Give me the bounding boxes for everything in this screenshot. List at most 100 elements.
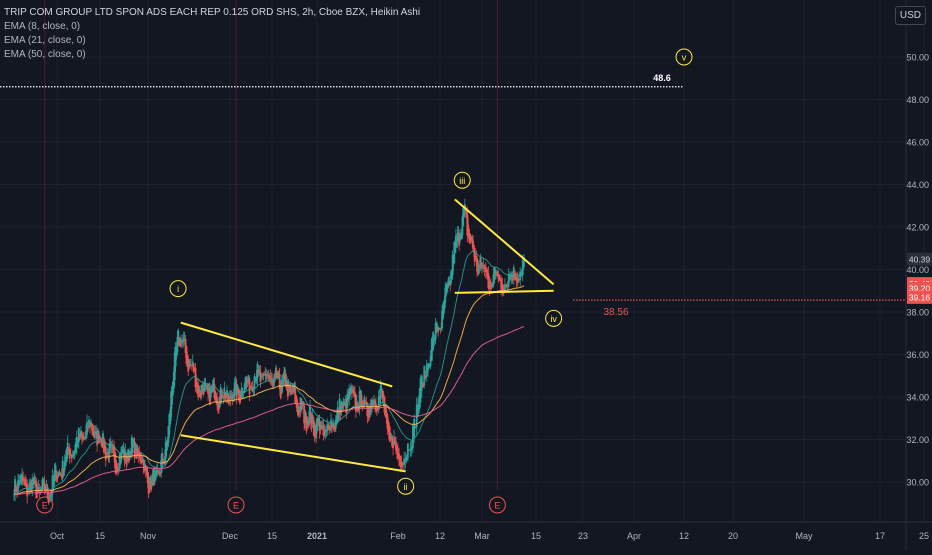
candle-body — [26, 483, 29, 497]
candle — [507, 268, 510, 289]
candle-body — [241, 392, 244, 394]
candle-body — [117, 468, 120, 470]
candle — [390, 432, 393, 440]
candle-body — [105, 453, 108, 456]
candle — [200, 384, 203, 399]
candle — [501, 277, 504, 297]
candle-body — [45, 484, 48, 489]
indicator-ema-21[interactable]: EMA (21, close, 0) — [4, 35, 86, 46]
candle-body — [162, 459, 164, 461]
candle — [329, 427, 331, 432]
candle-body — [423, 365, 426, 386]
candle-body — [317, 417, 320, 424]
candle — [114, 447, 116, 473]
candle — [259, 365, 262, 388]
candle-body — [445, 285, 448, 296]
candle — [389, 426, 392, 443]
candle-body — [197, 384, 200, 398]
candle-body — [219, 387, 222, 402]
candle — [331, 423, 333, 433]
candle — [86, 414, 88, 439]
candle-body — [35, 481, 38, 499]
candle — [246, 376, 249, 388]
candle-body — [44, 485, 47, 492]
candle-body — [182, 338, 185, 341]
y-tick-label: 44.00 — [906, 180, 929, 190]
ema-8-line — [13, 250, 525, 496]
wave-label-text: v — [682, 53, 687, 63]
candle — [189, 359, 191, 369]
candle — [56, 475, 59, 483]
candle-body — [417, 404, 419, 416]
candle — [392, 439, 394, 456]
candle-body — [498, 276, 501, 281]
candle-body — [20, 474, 22, 484]
candle — [207, 383, 210, 402]
candle-body — [363, 397, 366, 406]
candle — [318, 414, 321, 439]
candle-body — [408, 450, 411, 452]
candle — [71, 450, 74, 458]
candle-body — [509, 275, 511, 281]
candle — [32, 477, 35, 490]
candle-body — [515, 276, 518, 281]
price-label: 40.39 — [907, 252, 932, 266]
candle-body — [119, 457, 122, 462]
candle — [233, 377, 236, 402]
candle-body — [52, 478, 55, 485]
candle-body — [174, 346, 177, 367]
candle-body — [391, 436, 394, 447]
candle — [168, 413, 171, 439]
candle-body — [94, 432, 96, 435]
indicator-ema-50[interactable]: EMA (50, close, 0) — [4, 49, 86, 60]
wave-label-i: i — [169, 280, 187, 298]
candle-body — [87, 428, 89, 430]
candle — [190, 358, 192, 366]
candle-body — [331, 424, 333, 429]
candle-body — [213, 384, 216, 399]
candle-body — [68, 449, 71, 459]
candle-body — [70, 454, 73, 459]
candle — [396, 444, 398, 459]
symbol-title[interactable]: TRIP COM GROUP LTD SPON ADS EACH REP 0.1… — [4, 7, 421, 18]
event-marker-circle — [488, 496, 506, 514]
x-tick-label: Apr — [627, 531, 641, 541]
candle — [388, 422, 391, 442]
candle-body — [227, 393, 229, 403]
candle — [35, 477, 38, 499]
candle-body — [234, 380, 237, 390]
candle — [20, 473, 22, 486]
candle-body — [106, 452, 109, 455]
candle-body — [256, 363, 259, 379]
candle-body — [153, 474, 155, 486]
candle-body — [148, 485, 151, 493]
candle — [145, 467, 148, 477]
candle-body — [200, 384, 203, 395]
candle — [19, 475, 21, 484]
candle-body — [414, 426, 417, 428]
candle-body — [229, 397, 232, 400]
candle — [261, 373, 264, 380]
candle — [83, 431, 85, 441]
candle — [69, 448, 72, 456]
candle-body — [454, 241, 456, 253]
candle — [113, 440, 116, 462]
candle-body — [378, 395, 381, 403]
candle — [432, 330, 434, 352]
candle-body — [179, 337, 182, 342]
candle — [332, 420, 335, 432]
candle-body — [336, 407, 339, 420]
candle-body — [47, 491, 50, 502]
candle-body — [116, 467, 118, 470]
candle-body — [403, 458, 406, 465]
earnings-event-marker[interactable]: E — [227, 496, 245, 514]
candle-body — [164, 442, 167, 459]
currency-button[interactable]: USD — [894, 6, 926, 25]
candle — [172, 366, 175, 393]
candle — [323, 424, 326, 438]
earnings-event-marker[interactable]: E — [488, 496, 506, 514]
indicator-ema-8[interactable]: EMA (8, close, 0) — [4, 21, 81, 32]
candle-body — [319, 425, 322, 431]
